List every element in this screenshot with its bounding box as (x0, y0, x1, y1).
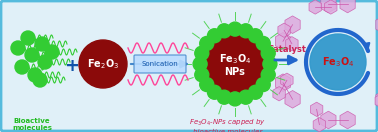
Polygon shape (273, 87, 285, 101)
Circle shape (239, 90, 253, 104)
Circle shape (11, 41, 25, 55)
Polygon shape (376, 91, 378, 108)
Circle shape (310, 34, 366, 90)
Circle shape (228, 92, 242, 106)
Text: Sonication: Sonication (142, 61, 178, 67)
Circle shape (15, 60, 29, 74)
Circle shape (45, 45, 59, 59)
Polygon shape (321, 0, 336, 13)
Circle shape (256, 36, 270, 50)
Circle shape (217, 90, 231, 104)
Polygon shape (281, 73, 293, 87)
Circle shape (33, 73, 47, 87)
Text: Fe$_3$O$_4$: Fe$_3$O$_4$ (219, 52, 251, 66)
Polygon shape (285, 91, 300, 108)
Polygon shape (375, 94, 378, 108)
Text: NPs: NPs (225, 67, 245, 77)
Polygon shape (275, 74, 291, 91)
Text: Catalyst: Catalyst (268, 46, 307, 55)
Circle shape (261, 68, 275, 82)
Text: Bioactive
molecules: Bioactive molecules (12, 118, 52, 131)
Circle shape (263, 57, 277, 71)
Circle shape (38, 55, 52, 69)
Polygon shape (340, 0, 355, 13)
Polygon shape (325, 0, 337, 14)
Circle shape (261, 46, 275, 60)
Circle shape (195, 46, 209, 60)
Polygon shape (278, 23, 290, 37)
Circle shape (256, 77, 270, 91)
Polygon shape (310, 102, 323, 116)
Polygon shape (309, 0, 321, 14)
Circle shape (25, 48, 39, 62)
Circle shape (200, 77, 214, 91)
Text: Fe$_3$O$_4$-NPs capped by
bioactive molecules: Fe$_3$O$_4$-NPs capped by bioactive mole… (189, 118, 266, 132)
Circle shape (200, 36, 214, 50)
Polygon shape (340, 111, 355, 129)
Circle shape (205, 34, 265, 94)
Circle shape (28, 68, 42, 82)
Text: Fe$_2$O$_3$: Fe$_2$O$_3$ (87, 57, 119, 71)
Circle shape (195, 68, 209, 82)
Circle shape (248, 29, 262, 43)
Circle shape (208, 85, 222, 99)
Polygon shape (376, 16, 378, 34)
Circle shape (239, 24, 253, 38)
Text: Fe$_3$O$_4$: Fe$_3$O$_4$ (322, 55, 354, 69)
Polygon shape (321, 111, 336, 129)
Circle shape (193, 57, 207, 71)
Circle shape (228, 22, 242, 36)
FancyBboxPatch shape (134, 55, 186, 73)
Circle shape (208, 29, 222, 43)
Polygon shape (313, 117, 325, 132)
Text: +: + (65, 57, 79, 75)
Circle shape (79, 40, 127, 88)
FancyBboxPatch shape (1, 1, 377, 131)
Polygon shape (286, 37, 298, 51)
Circle shape (35, 37, 49, 51)
Circle shape (248, 85, 262, 99)
Polygon shape (275, 32, 291, 50)
Circle shape (21, 31, 35, 45)
Circle shape (217, 24, 231, 38)
Polygon shape (285, 16, 300, 34)
